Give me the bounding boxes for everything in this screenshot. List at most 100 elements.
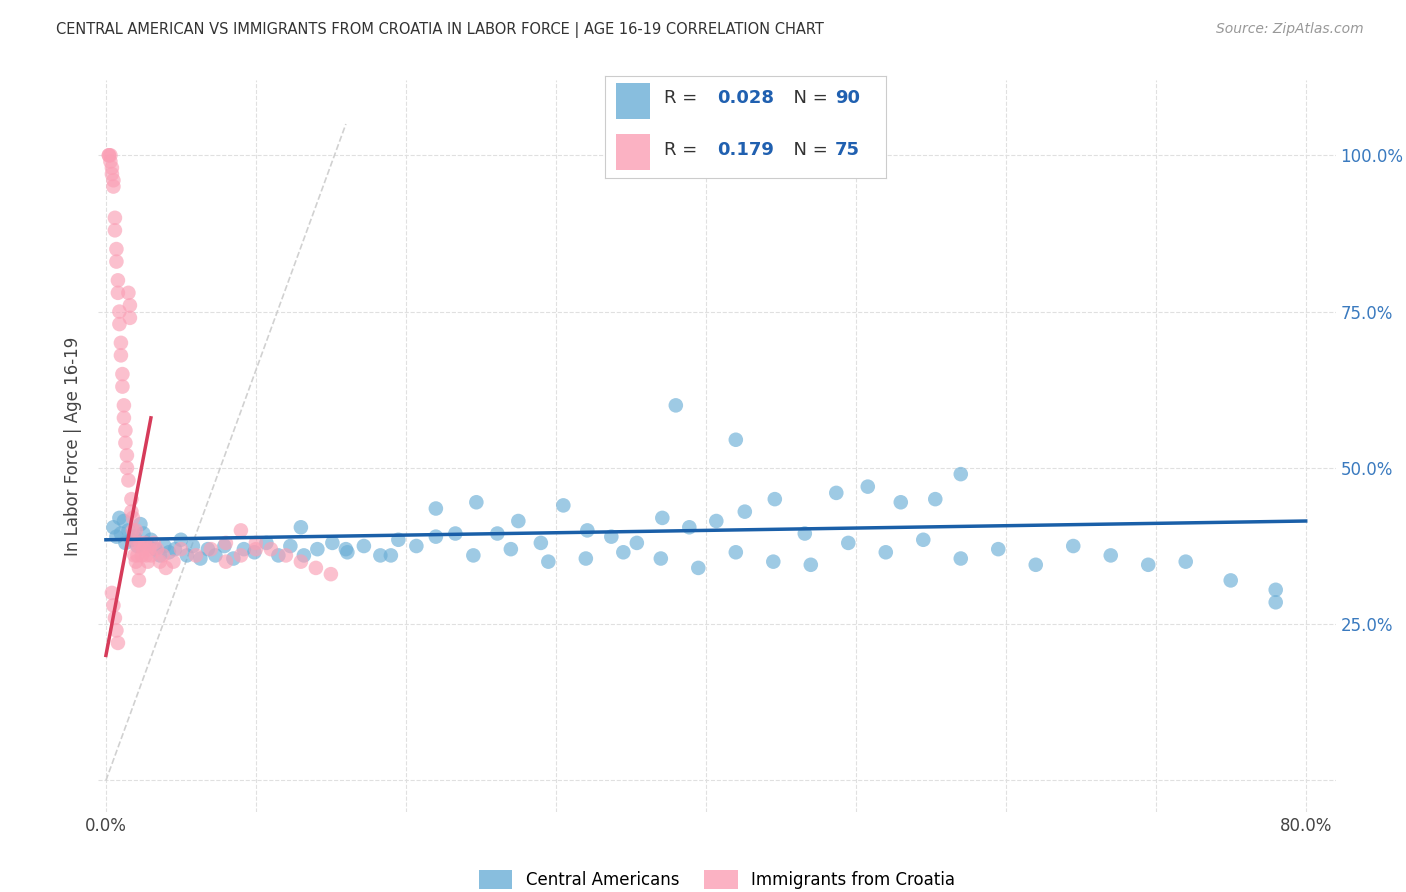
- Point: [128, 561, 150, 575]
- Text: R =: R =: [664, 89, 703, 107]
- Point: [949, 467, 972, 482]
- Point: [486, 526, 509, 541]
- Point: [336, 545, 359, 559]
- Point: [128, 574, 150, 588]
- Point: [232, 542, 254, 557]
- Point: [1025, 558, 1047, 572]
- Point: [576, 524, 599, 538]
- Point: [112, 514, 135, 528]
- Point: [134, 536, 156, 550]
- Point: [222, 551, 245, 566]
- Point: [124, 536, 146, 550]
- Point: [600, 530, 623, 544]
- Point: [704, 514, 727, 528]
- Point: [387, 533, 409, 547]
- Point: [553, 499, 575, 513]
- Point: [856, 480, 879, 494]
- Point: [530, 536, 553, 550]
- Point: [1219, 574, 1241, 588]
- Point: [170, 542, 193, 557]
- Point: [292, 549, 315, 563]
- Point: [243, 545, 266, 559]
- Point: [290, 520, 312, 534]
- Point: [924, 492, 946, 507]
- Point: [103, 179, 125, 194]
- Text: CENTRAL AMERICAN VS IMMIGRANTS FROM CROATIA IN LABOR FORCE | AGE 16-19 CORRELATI: CENTRAL AMERICAN VS IMMIGRANTS FROM CROA…: [56, 22, 824, 38]
- Point: [100, 148, 122, 162]
- Point: [114, 536, 136, 550]
- Point: [949, 551, 972, 566]
- Point: [153, 539, 176, 553]
- Point: [650, 551, 672, 566]
- Point: [114, 423, 136, 437]
- Point: [103, 173, 125, 187]
- Point: [132, 526, 155, 541]
- Point: [204, 549, 226, 563]
- Point: [1062, 539, 1084, 553]
- Point: [120, 505, 142, 519]
- Point: [626, 536, 648, 550]
- Point: [157, 545, 180, 559]
- FancyBboxPatch shape: [616, 135, 650, 170]
- Point: [105, 242, 128, 256]
- Point: [245, 536, 267, 550]
- Point: [111, 367, 134, 381]
- Point: [149, 555, 172, 569]
- Point: [104, 223, 127, 237]
- Point: [678, 520, 700, 534]
- Point: [537, 555, 560, 569]
- Point: [508, 514, 530, 528]
- Point: [145, 542, 167, 557]
- Point: [245, 542, 267, 557]
- Point: [108, 304, 131, 318]
- Point: [101, 586, 124, 600]
- Point: [146, 542, 169, 557]
- Point: [110, 348, 132, 362]
- Point: [825, 486, 848, 500]
- Point: [280, 539, 302, 553]
- Point: [176, 549, 198, 563]
- Point: [575, 551, 598, 566]
- Point: [139, 549, 162, 563]
- Point: [380, 549, 402, 563]
- Point: [129, 517, 152, 532]
- Point: [114, 435, 136, 450]
- Point: [800, 558, 823, 572]
- Point: [107, 636, 129, 650]
- Point: [118, 310, 141, 325]
- Text: N =: N =: [782, 141, 834, 159]
- Point: [370, 549, 392, 563]
- Point: [110, 526, 132, 541]
- Point: [115, 449, 138, 463]
- Text: N =: N =: [782, 89, 834, 107]
- Point: [463, 549, 485, 563]
- Text: 0.179: 0.179: [717, 141, 773, 159]
- Point: [117, 285, 139, 300]
- Point: [101, 167, 124, 181]
- Point: [793, 526, 815, 541]
- Point: [135, 549, 157, 563]
- Point: [290, 555, 312, 569]
- Point: [97, 148, 120, 162]
- Y-axis label: In Labor Force | Age 16-19: In Labor Force | Age 16-19: [65, 336, 83, 556]
- Point: [108, 511, 131, 525]
- Point: [108, 317, 131, 331]
- FancyBboxPatch shape: [616, 83, 650, 119]
- Point: [170, 533, 193, 547]
- Point: [1174, 555, 1197, 569]
- Point: [215, 555, 238, 569]
- Point: [124, 549, 146, 563]
- Point: [100, 154, 122, 169]
- Point: [105, 624, 128, 638]
- Point: [181, 539, 204, 553]
- Point: [197, 542, 219, 557]
- Point: [103, 520, 125, 534]
- Point: [120, 533, 142, 547]
- Text: 0.028: 0.028: [717, 89, 775, 107]
- Point: [465, 495, 488, 509]
- Point: [149, 549, 172, 563]
- Text: R =: R =: [664, 141, 703, 159]
- Point: [107, 285, 129, 300]
- Point: [115, 461, 138, 475]
- Point: [200, 542, 222, 557]
